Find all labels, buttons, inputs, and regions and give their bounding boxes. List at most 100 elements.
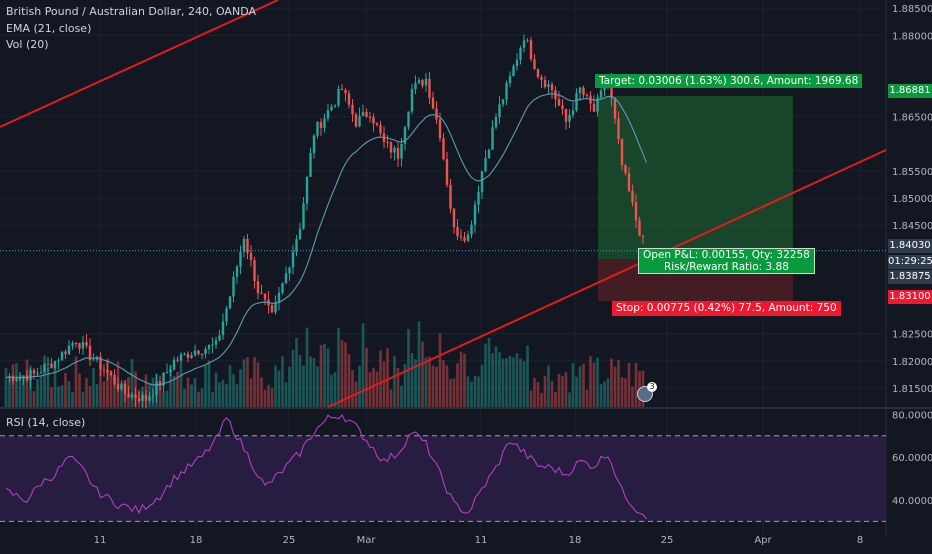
stop-price-tag: 1.83100 — [888, 290, 932, 304]
candle-body — [106, 369, 109, 373]
candle-body — [596, 97, 599, 112]
price-tick-label: 1.88500 — [892, 4, 932, 15]
volume-bar — [340, 339, 344, 407]
candle-body — [620, 138, 624, 165]
candle-body — [379, 125, 382, 134]
volume-bar — [25, 359, 29, 407]
stop-label[interactable]: Stop: 0.00775 (0.42%) 77.5, Amount: 750 — [612, 301, 841, 316]
volume-bar — [305, 327, 309, 407]
candle-body — [249, 252, 253, 261]
volume-bar — [204, 365, 207, 407]
volume-bar — [396, 368, 400, 407]
volume-bar — [172, 375, 176, 407]
event-badge-icon[interactable]: 3 — [637, 382, 657, 402]
volume-bar — [617, 360, 620, 407]
volume-bar — [466, 376, 470, 407]
candle-body — [312, 135, 316, 154]
rsi-panel — [0, 414, 886, 522]
volume-bar — [585, 389, 589, 407]
candle-body — [302, 203, 305, 229]
volume-bar — [498, 352, 501, 407]
candle-body — [442, 138, 445, 160]
volume-bar — [606, 378, 610, 407]
volume-bar — [218, 382, 221, 407]
volume-legend[interactable]: Vol (20) — [6, 38, 49, 51]
candle-body — [445, 159, 449, 186]
volume-bar — [400, 385, 403, 407]
candle-body — [246, 238, 249, 253]
volume-bar — [620, 377, 624, 407]
candle-body — [473, 204, 477, 225]
target-price-tag: 1.86881 — [888, 84, 932, 98]
candle-body — [221, 321, 225, 336]
candle-body — [358, 115, 361, 127]
volume-bar — [165, 390, 169, 407]
candle-body — [274, 302, 277, 313]
volume-bar — [452, 378, 456, 407]
trendlines[interactable] — [0, 0, 887, 408]
volume-bar — [554, 391, 557, 407]
candle-body — [78, 343, 81, 349]
volume-bar — [368, 372, 372, 407]
volume-bar — [130, 359, 134, 407]
candle-body — [295, 239, 298, 252]
candle-body — [211, 344, 214, 346]
candle-body — [494, 117, 498, 128]
candle-body — [232, 276, 235, 297]
open-pnl-label[interactable]: Open P&L: 0.00155, Qty: 32258 Risk/Rewar… — [638, 248, 815, 274]
volume-bar — [263, 389, 267, 407]
volume-bar — [162, 391, 165, 407]
volume-bar — [95, 384, 99, 407]
symbol-legend[interactable]: British Pound / Australian Dollar, 240, … — [6, 5, 256, 18]
axes: 1.88500 1.88000 1.86500 1.85500 1.85000 1.845… — [94, 4, 932, 546]
volume-bar — [407, 329, 410, 407]
candle-body — [11, 376, 15, 382]
candle-body — [354, 114, 358, 127]
ema-legend[interactable]: EMA (21, close) — [6, 22, 92, 35]
candle-body — [613, 97, 617, 119]
candle-body — [36, 373, 39, 375]
candle-body — [57, 360, 60, 362]
candle-body — [403, 127, 407, 144]
price-tick-label: 1.86500 — [892, 113, 932, 124]
volume-bar — [372, 367, 375, 407]
volume-bar — [242, 359, 246, 407]
candle-body — [603, 87, 606, 91]
candle-body — [288, 267, 291, 274]
volume-bar — [435, 366, 438, 407]
candle-body — [176, 359, 179, 361]
candle-body — [113, 375, 116, 384]
volume-bar — [484, 343, 487, 407]
candle-body — [344, 90, 347, 94]
volume-bar — [298, 355, 302, 407]
target-label[interactable]: Target: 0.03006 (1.63%) 300.6, Amount: 1… — [595, 74, 863, 88]
volume-bar — [183, 389, 186, 407]
volume-bar — [326, 348, 330, 407]
volume-bar — [22, 376, 25, 407]
volume-bar — [221, 379, 225, 407]
volume-bar — [232, 374, 235, 407]
volume-bar — [515, 353, 519, 407]
volume-bar — [578, 366, 582, 407]
volume-bar — [295, 337, 298, 407]
rsi-tick-label: 40.0000 — [892, 496, 932, 507]
candle-body — [284, 273, 288, 284]
volume-bar — [431, 365, 435, 407]
candle-body — [575, 92, 578, 111]
candle-body — [634, 202, 638, 221]
candle-body — [501, 99, 505, 105]
candle-body — [183, 353, 186, 355]
volume-bar — [393, 356, 396, 407]
candle-body — [407, 111, 410, 128]
event-count: 3 — [647, 382, 657, 392]
volume-bar — [494, 346, 498, 407]
candle-body — [550, 84, 554, 91]
candle-body — [624, 164, 627, 174]
candle-body — [92, 359, 95, 361]
volume-bar — [410, 353, 414, 407]
rsi-legend[interactable]: RSI (14, close) — [6, 416, 86, 429]
candle-body — [127, 394, 130, 398]
volume-bar — [330, 374, 333, 407]
